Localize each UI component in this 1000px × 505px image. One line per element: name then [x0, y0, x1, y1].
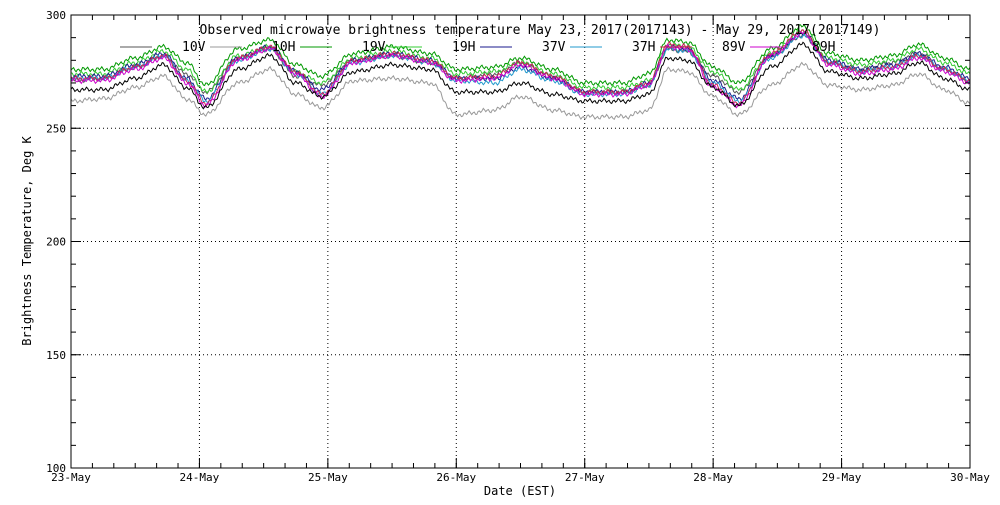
- x-axis-label: Date (EST): [484, 484, 556, 498]
- legend-label-10v: 10V: [182, 40, 206, 55]
- legend-label-19v: 19V: [362, 40, 386, 55]
- x-tick-label: 28-May: [693, 471, 733, 484]
- series-line-89h: [70, 31, 971, 109]
- legend-label-37v: 37V: [542, 40, 566, 55]
- legend-label-10h: 10H: [272, 40, 295, 55]
- x-tick-label: 30-May: [950, 471, 990, 484]
- y-tick-label: 300: [46, 9, 66, 22]
- legend-label-89h: 89H: [812, 40, 835, 55]
- chart-title: Observed microwave brightness temperatur…: [200, 23, 881, 38]
- x-tick-label: 23-May: [51, 471, 91, 484]
- x-tick-label: 27-May: [565, 471, 605, 484]
- x-tick-label: 24-May: [180, 471, 220, 484]
- y-tick-label: 100: [46, 462, 66, 475]
- series-line-19v: [70, 23, 971, 87]
- y-tick-label: 200: [46, 236, 66, 249]
- legend-label-89v: 89V: [722, 40, 746, 55]
- x-tick-label: 25-May: [308, 471, 348, 484]
- x-tick-label: 26-May: [436, 471, 476, 484]
- y-tick-label: 150: [46, 349, 66, 362]
- legend-label-19h: 19H: [452, 40, 475, 55]
- legend-label-37h: 37H: [632, 40, 655, 55]
- x-tick-label: 29-May: [822, 471, 862, 484]
- series-line-10h: [70, 61, 971, 121]
- y-tick-label: 250: [46, 122, 66, 135]
- y-axis-label: Brightness Temperature, Deg K: [20, 135, 34, 345]
- series-line-unlabeled: [70, 41, 971, 110]
